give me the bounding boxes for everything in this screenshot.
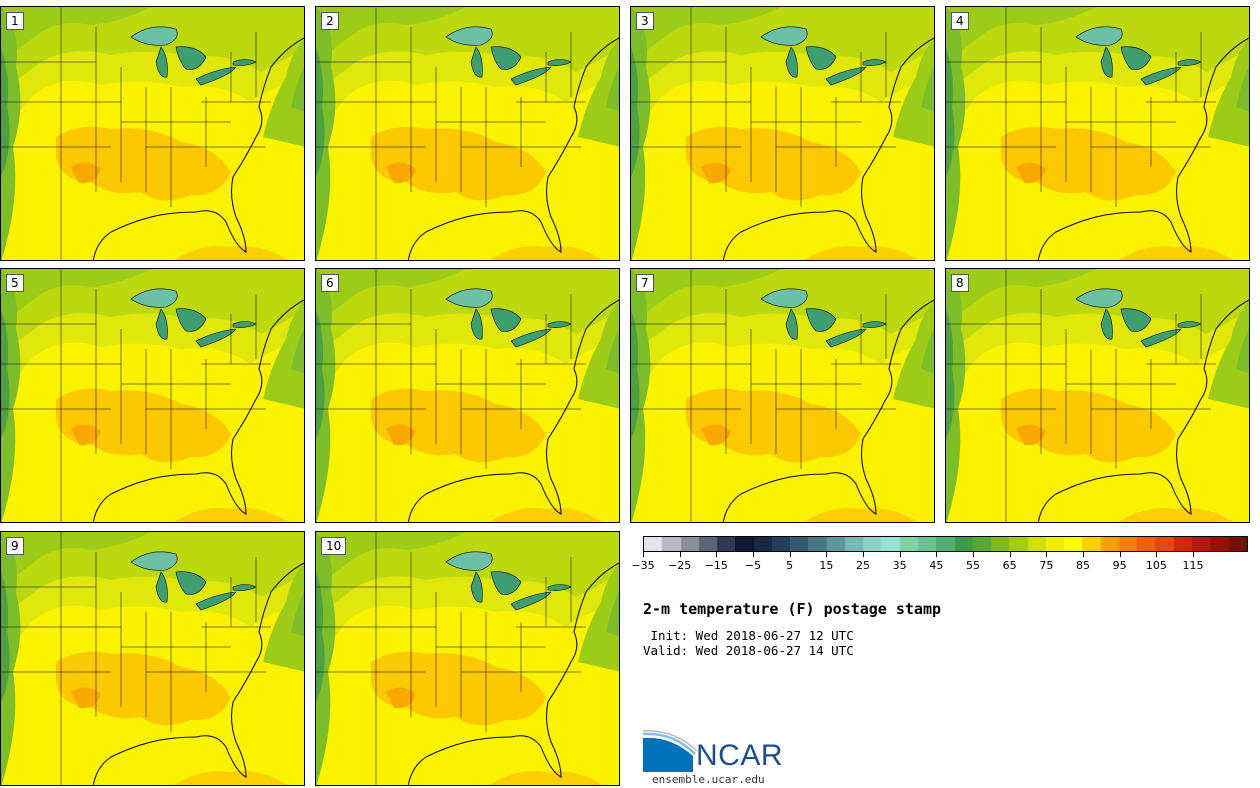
- colorbar-segment: [917, 537, 937, 551]
- colorbar-segment: [1191, 537, 1211, 551]
- colorbar-segment: [1045, 537, 1065, 551]
- member-number-label: 9: [6, 537, 24, 555]
- colorbar-segment: [844, 537, 864, 551]
- logo-url: ensemble.ucar.edu: [652, 773, 765, 786]
- colorbar-segment: [1027, 537, 1046, 551]
- logo-wordmark: NCAR: [696, 739, 784, 772]
- colorbar-tick-label: 65: [1002, 559, 1017, 572]
- colorbar-segment: [717, 537, 736, 551]
- colorbar-tick-label: −15: [704, 559, 728, 572]
- colorbar-tick-label: 55: [966, 559, 980, 572]
- colorbar-segment: [936, 537, 955, 551]
- member-number-label: 3: [636, 12, 654, 30]
- member-number-label: 4: [951, 12, 969, 30]
- member-map-panel: 6: [315, 268, 620, 523]
- member-number-label: 1: [6, 12, 24, 30]
- colorbar-tick-label: 15: [819, 559, 834, 572]
- member-map-panel: 3: [630, 6, 935, 261]
- colorbar-tick-label: −25: [668, 559, 692, 572]
- colorbar-segment: [1137, 537, 1156, 551]
- member-map-panel: 1: [0, 6, 305, 261]
- colorbar-tick-label: 115: [1182, 559, 1204, 572]
- colorbar-tick-label: 45: [929, 559, 944, 572]
- colorbar-segment: [972, 537, 992, 551]
- ncar-logo-icon: [643, 730, 698, 772]
- colorbar-tick: [1119, 552, 1121, 557]
- member-map-panel: 5: [0, 268, 305, 523]
- colorbar-segment: [1100, 537, 1119, 551]
- colorbar-segment: [698, 537, 718, 551]
- colorbar-segment: [899, 537, 918, 551]
- init-time: Init: Wed 2018-06-27 12 UTC: [643, 628, 854, 643]
- colorbar-segment: [662, 537, 681, 551]
- colorbar-segment: [1155, 537, 1174, 551]
- colorbar-tick: [789, 552, 791, 557]
- colorbar-tick: [973, 552, 974, 557]
- colorbar-segment: [808, 537, 827, 551]
- colorbar-tick-label: −35: [631, 559, 655, 572]
- member-number-label: 10: [321, 537, 347, 555]
- colorbar-segment: [735, 537, 754, 551]
- colorbar-segment: [1228, 537, 1247, 551]
- colorbar-segment: [1210, 537, 1229, 551]
- member-map-panel: 9: [0, 531, 305, 786]
- colorbar-segment: [1082, 537, 1101, 551]
- colorbar-tick: [1193, 552, 1194, 557]
- colorbar-segment: [954, 537, 973, 551]
- colorbar-tick: [863, 552, 864, 557]
- colorbar-tick: [899, 552, 901, 557]
- colorbar-segment: [753, 537, 772, 551]
- colorbar-tick: [1156, 552, 1158, 557]
- colorbar-segment: [1118, 537, 1138, 551]
- colorbar-tick: [753, 552, 754, 557]
- chart-title: 2-m temperature (F) postage stamp: [643, 600, 942, 618]
- temperature-colorbar: [643, 536, 1248, 552]
- colorbar-segment: [1009, 537, 1028, 551]
- colorbar-segment: [1064, 537, 1083, 551]
- member-number-label: 8: [951, 274, 969, 292]
- colorbar-tick: [716, 552, 718, 557]
- member-number-label: 2: [321, 12, 339, 30]
- colorbar-tick-label: −5: [744, 559, 762, 572]
- member-map-panel: 4: [945, 6, 1250, 261]
- colorbar-segment: [991, 537, 1010, 551]
- member-map-panel: 7: [630, 268, 935, 523]
- member-number-label: 7: [636, 274, 654, 292]
- colorbar-segment: [680, 537, 699, 551]
- valid-time: Valid: Wed 2018-06-27 14 UTC: [643, 643, 854, 658]
- colorbar-segment: [790, 537, 809, 551]
- colorbar-tick-label: 85: [1076, 559, 1090, 572]
- colorbar-tick: [826, 552, 828, 557]
- member-map-panel: 2: [315, 6, 620, 261]
- colorbar-segment: [1173, 537, 1192, 551]
- colorbar-segment: [644, 537, 663, 551]
- colorbar-tick-label: 95: [1112, 559, 1127, 572]
- colorbar-tick-label: 25: [856, 559, 870, 572]
- colorbar-segment: [771, 537, 791, 551]
- colorbar-tick-label: 35: [892, 559, 907, 572]
- colorbar-segment: [863, 537, 882, 551]
- colorbar-tick: [936, 552, 938, 557]
- colorbar-tick-label: 75: [1039, 559, 1054, 572]
- member-number-label: 5: [6, 274, 24, 292]
- colorbar-tick: [643, 552, 644, 557]
- colorbar-tick: [1046, 552, 1048, 557]
- member-map-panel: 8: [945, 268, 1250, 523]
- colorbar-ticks: −35 −25 −15 −5 5 15 25 35 45 55 65 75 85 95 105 115: [631, 552, 1248, 576]
- colorbar-tick-label: 5: [786, 559, 794, 572]
- colorbar-tick: [1083, 552, 1084, 557]
- member-map-panel: 10: [315, 531, 620, 786]
- colorbar-tick-label: 105: [1145, 559, 1167, 572]
- colorbar-tick: [679, 552, 681, 557]
- colorbar-segment: [826, 537, 845, 551]
- colorbar-tick: [1009, 552, 1011, 557]
- member-number-label: 6: [321, 274, 339, 292]
- colorbar-segment: [881, 537, 900, 551]
